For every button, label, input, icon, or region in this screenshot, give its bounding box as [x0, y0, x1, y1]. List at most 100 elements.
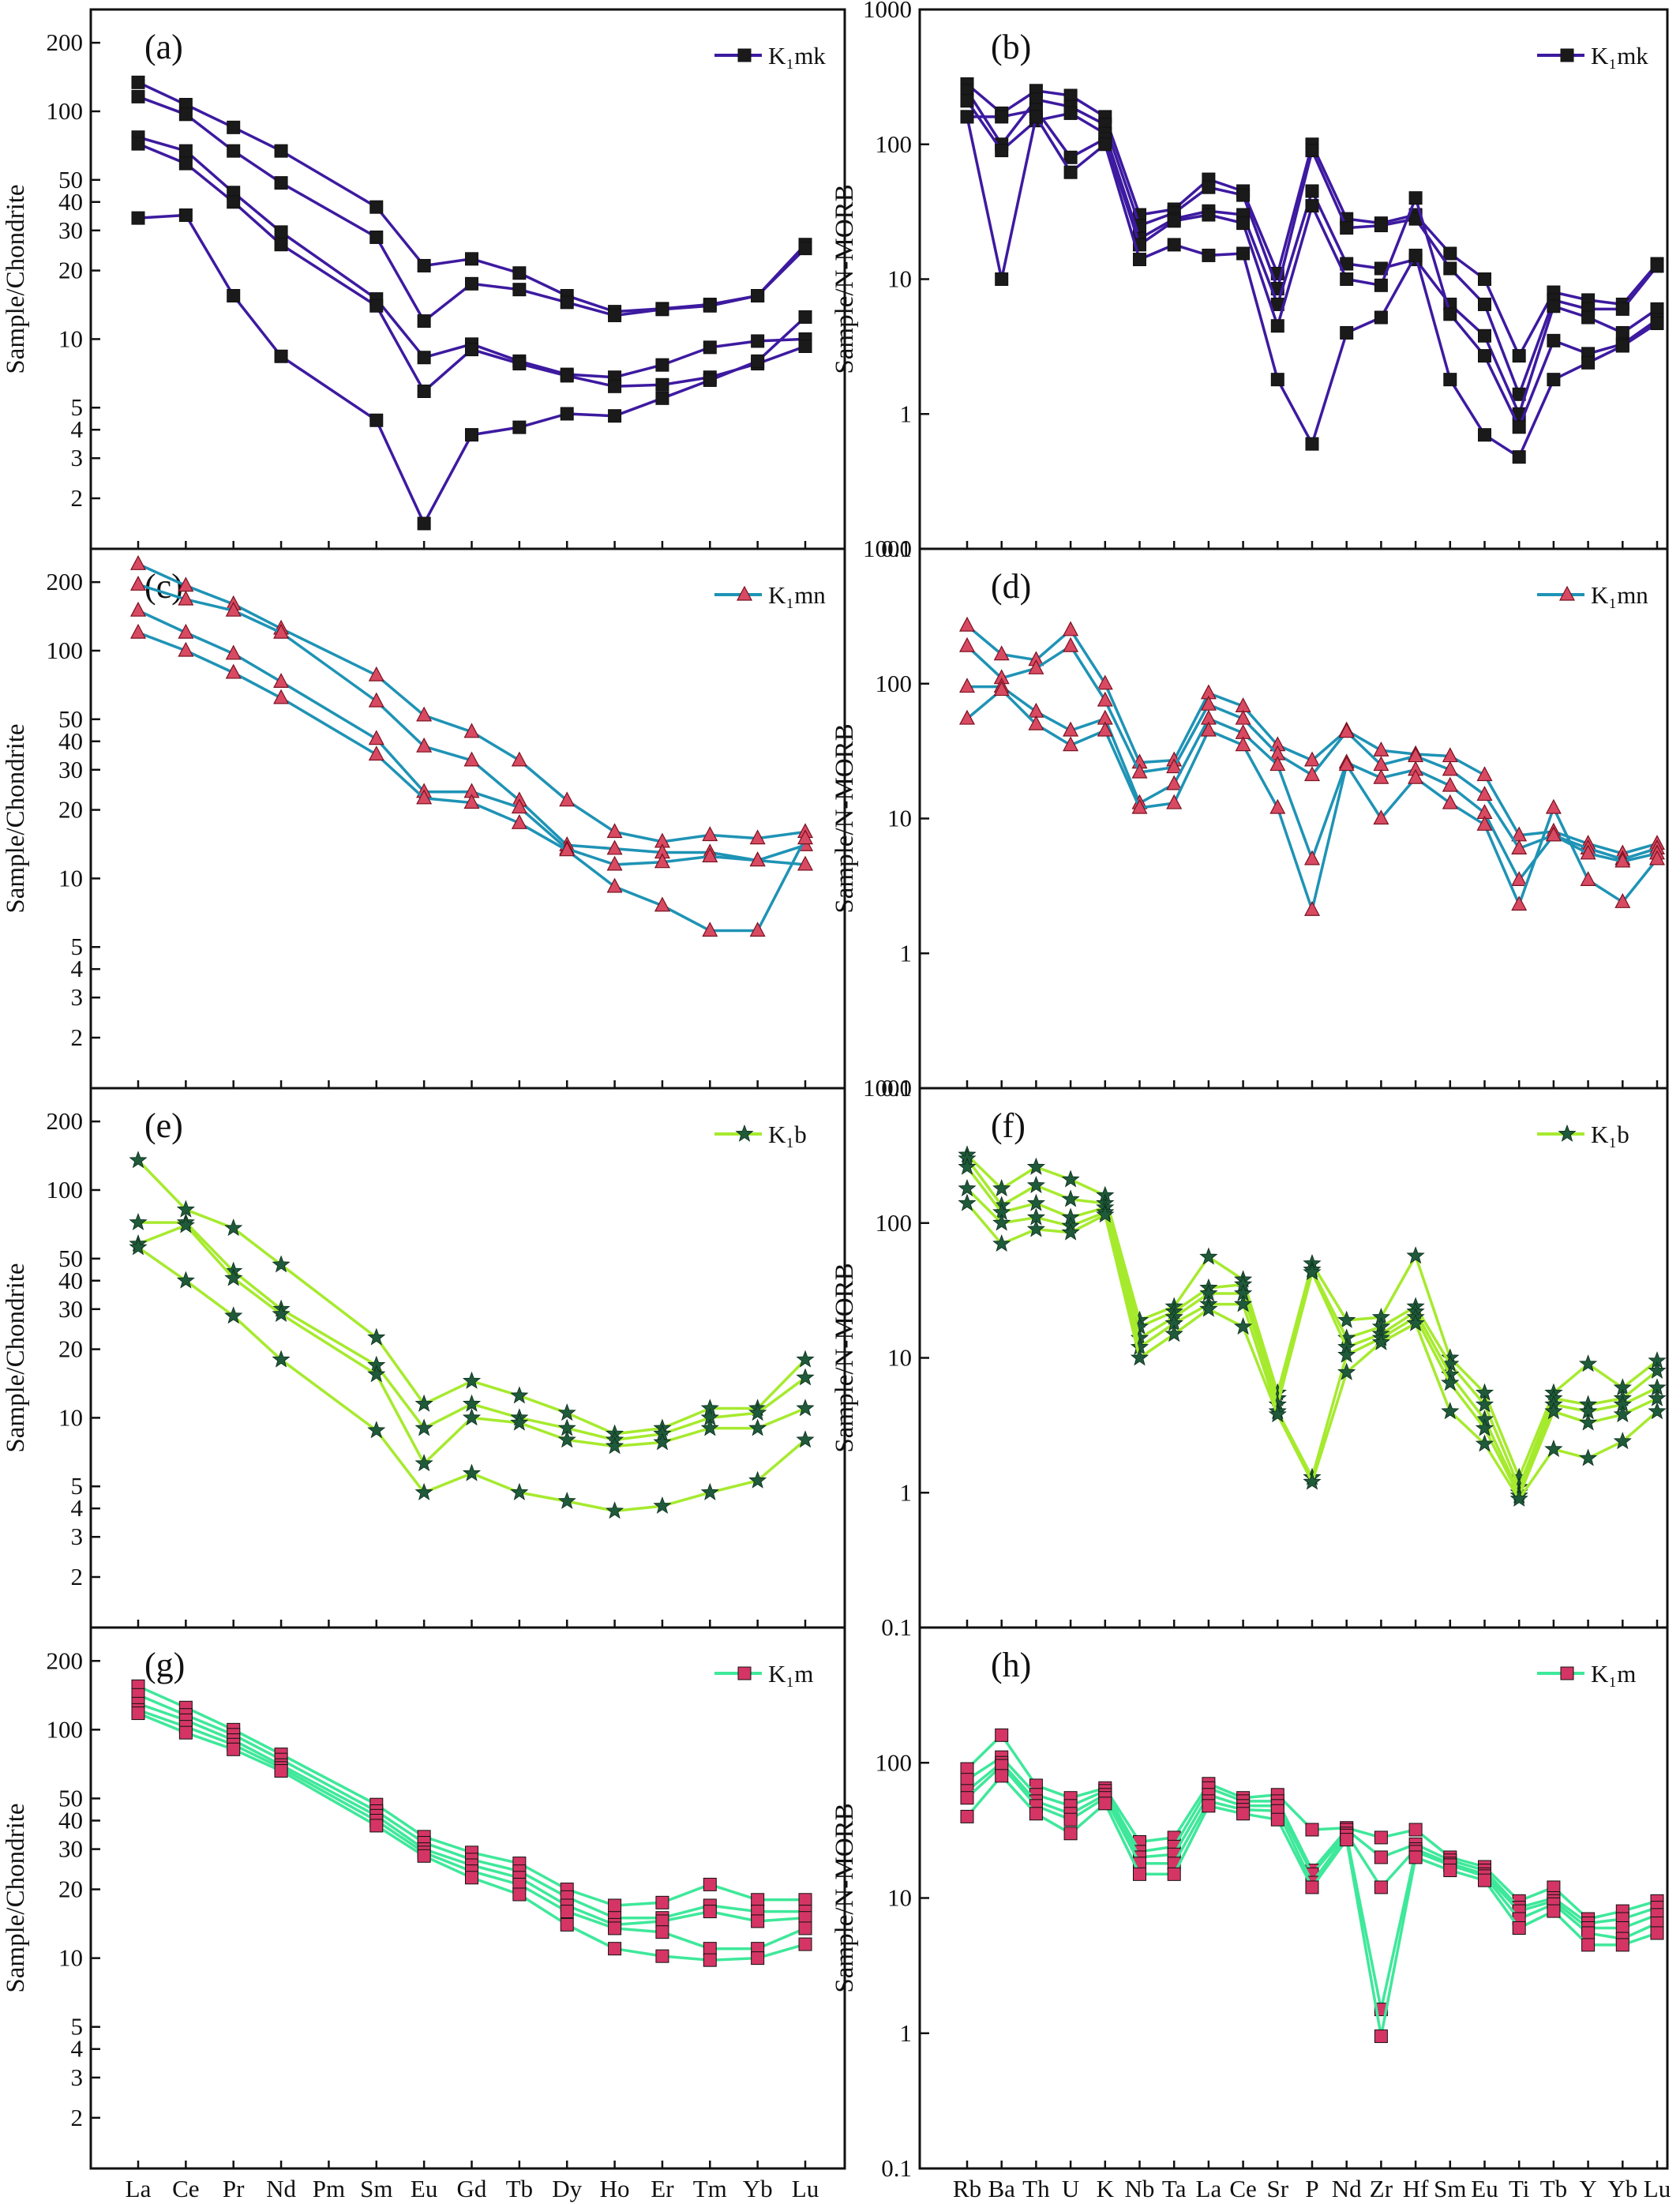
data-point: [960, 94, 974, 108]
data-point: [368, 730, 384, 745]
series-line: [137, 136, 806, 379]
data-point: [1615, 1938, 1629, 1952]
y-tick-label: 30: [58, 756, 83, 783]
data-point: [1408, 248, 1423, 262]
legend: K₁b: [714, 1121, 807, 1148]
x-tick-label: Tb: [506, 2175, 533, 2202]
legend-label: K₁m: [768, 1660, 813, 1688]
y-tick-label: 10: [887, 805, 912, 832]
data-point: [462, 1394, 482, 1412]
data-point: [1374, 310, 1388, 325]
data-point: [1476, 786, 1493, 802]
series-4: [131, 137, 812, 399]
data-point: [462, 1463, 482, 1481]
series-line: [137, 631, 807, 933]
data-point: [1442, 760, 1458, 776]
data-point: [462, 1408, 482, 1426]
data-point: [703, 1942, 717, 1956]
data-point: [1544, 1440, 1563, 1458]
series-line: [137, 562, 806, 843]
data-point: [1063, 736, 1079, 752]
y-axis-label: Sample/Chondrite: [2, 1263, 30, 1452]
data-point: [1097, 691, 1113, 707]
y-tick-label: 4: [71, 415, 84, 443]
data-point: [178, 156, 193, 171]
legend: K₁m: [714, 1660, 813, 1688]
data-point: [274, 238, 288, 252]
data-point: [369, 200, 384, 214]
data-point: [1340, 221, 1354, 235]
data-point: [798, 310, 812, 324]
y-tick-label: 50: [58, 1784, 83, 1812]
data-point: [959, 678, 975, 693]
data-point: [512, 357, 527, 371]
x-tick-label: Pr: [223, 2175, 245, 2202]
y-tick-label: 100: [47, 1715, 84, 1743]
data-point: [416, 789, 433, 805]
y-tick-label: 1: [900, 400, 913, 427]
data-point: [131, 1707, 145, 1721]
y-tick-label: 100: [876, 1209, 913, 1237]
data-point: [129, 1151, 148, 1169]
data-point: [702, 847, 718, 863]
data-point: [414, 1418, 433, 1436]
data-point: [560, 1905, 574, 1919]
data-point: [274, 176, 288, 190]
x-tick-label: Ce: [172, 2175, 199, 2202]
data-point: [272, 1305, 291, 1323]
x-tick-label: Dy: [552, 2175, 582, 2202]
data-point: [1649, 850, 1665, 865]
series-4: [129, 1237, 815, 1519]
legend-marker: [737, 48, 752, 62]
data-point: [1026, 1219, 1045, 1237]
series-2: [131, 89, 812, 329]
data-point: [510, 1386, 529, 1404]
y-tick-label: 50: [58, 166, 83, 193]
y-tick-label: 100: [876, 1748, 913, 1776]
data-point: [992, 1234, 1011, 1252]
chart-panel-d: 1000 100 10 1 0.1 Sample/N-MORB (d) K₁mn: [831, 535, 1669, 1102]
x-tick-label: La: [126, 2175, 152, 2202]
data-point: [1545, 826, 1562, 842]
series-line: [137, 142, 806, 393]
data-point: [960, 1809, 974, 1823]
data-point: [1202, 208, 1216, 222]
data-point: [369, 298, 384, 313]
data-point: [1650, 1926, 1664, 1940]
data-point: [1614, 852, 1631, 868]
data-point: [748, 1403, 767, 1421]
series-line: [137, 1159, 807, 1436]
y-tick-label: 3: [71, 983, 84, 1011]
series-1: [959, 616, 1665, 860]
y-tick-label: 0.1: [881, 1074, 912, 1102]
chart-panel-f: 1000 100 10 1 0.1 Sample/N-MORB (f) K₁b: [831, 1074, 1669, 1641]
data-point: [751, 289, 765, 303]
data-point: [1373, 809, 1389, 825]
y-tick-label: 5: [71, 2013, 84, 2041]
data-point: [273, 623, 290, 639]
data-point: [1511, 839, 1528, 854]
data-point: [1371, 1332, 1390, 1350]
data-point: [1511, 895, 1528, 911]
panel-label: (e): [144, 1106, 183, 1145]
data-point: [1063, 88, 1078, 103]
data-point: [1374, 1830, 1388, 1845]
legend-marker: [1558, 1124, 1577, 1142]
y-tick-label: 40: [58, 188, 83, 216]
data-point: [960, 110, 974, 124]
data-point: [511, 751, 527, 767]
x-tick-label: Eu: [1471, 2175, 1498, 2202]
data-point: [703, 1905, 717, 1919]
data-point: [1476, 766, 1493, 782]
y-tick-label: 1: [900, 1478, 913, 1506]
data-point: [1270, 319, 1284, 333]
data-point: [511, 798, 527, 814]
data-point: [463, 751, 480, 767]
data-point: [1063, 621, 1079, 636]
plot-frame: [89, 1087, 846, 1629]
y-tick-label: 30: [58, 1835, 83, 1863]
y-tick-label: 3: [71, 444, 84, 471]
y-tick-label: 200: [47, 1646, 84, 1674]
y-tick-label: 200: [47, 1107, 84, 1135]
